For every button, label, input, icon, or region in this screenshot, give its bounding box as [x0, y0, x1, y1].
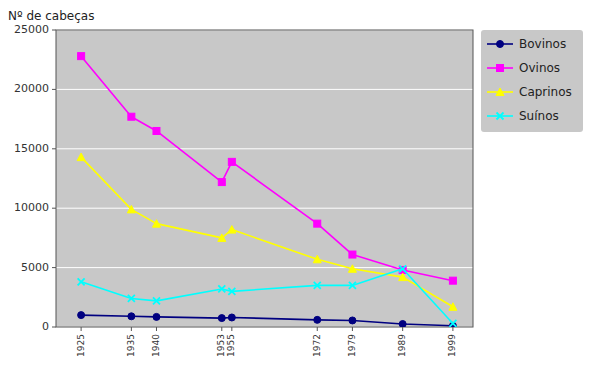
grid-line [56, 148, 473, 149]
legend-marker [497, 65, 504, 72]
series [77, 153, 457, 310]
legend-label: Ovinos [519, 61, 560, 75]
series-line [81, 269, 453, 324]
point [349, 251, 356, 258]
x-tick [402, 327, 403, 331]
point [228, 314, 235, 321]
x-tick [81, 327, 82, 331]
legend-background [481, 30, 583, 132]
point [314, 220, 321, 227]
point [78, 53, 85, 60]
point [128, 295, 135, 302]
x-tick-label: 1989 [397, 334, 407, 357]
x-tick [317, 327, 318, 331]
point [228, 288, 235, 295]
point [449, 320, 456, 327]
legend-label: Bovinos [519, 37, 566, 51]
x-tick-label: 1953 [216, 334, 226, 357]
y-tick [52, 208, 56, 209]
y-tick-label: 0 [42, 320, 49, 333]
page: {"chart_data": {"type": "line", "y_label… [0, 0, 591, 367]
x-tick [452, 327, 453, 331]
y-tick [52, 30, 56, 31]
y-tick [52, 89, 56, 90]
y-tick-label: 10000 [14, 201, 49, 214]
y-axis: 0 5000 10000 15000 20000 25000 [14, 23, 473, 333]
grid-line [56, 89, 473, 90]
series [78, 53, 457, 285]
x-tick-label: 1940 [151, 334, 161, 357]
point [127, 205, 135, 213]
chart-svg: 0 5000 10000 15000 20000 25000 1925 1935 1940 195… [0, 0, 591, 367]
y-tick-label: 5000 [21, 261, 49, 274]
y-tick-label: 25000 [14, 23, 49, 36]
plot-frame [56, 30, 473, 327]
x-tick [156, 327, 157, 331]
point [313, 255, 321, 263]
point [218, 234, 226, 242]
series-line [81, 56, 453, 281]
y-tick-label: 20000 [14, 82, 49, 95]
legend-label: Suínos [519, 109, 559, 123]
point [399, 321, 406, 327]
y-tick-label: 15000 [14, 142, 49, 155]
point [228, 226, 236, 234]
point [314, 282, 321, 289]
point [128, 113, 135, 120]
chart-container: 0 5000 10000 15000 20000 25000 1925 1935 1940 195… [0, 0, 591, 367]
y-tick [52, 267, 56, 268]
x-tick [221, 327, 222, 331]
x-tick [231, 327, 232, 331]
x-tick-label: 1972 [312, 334, 322, 357]
point [77, 153, 85, 161]
x-tick-label: 1925 [76, 334, 86, 357]
series [78, 312, 457, 327]
legend-marker [497, 113, 504, 120]
legend-label: Caprinos [519, 85, 572, 99]
point [228, 158, 235, 165]
series-line [81, 157, 453, 307]
point [218, 285, 225, 292]
point [349, 282, 356, 289]
x-tick-label: 1979 [347, 334, 357, 357]
point [78, 312, 85, 319]
point [349, 317, 356, 324]
plot-background [56, 30, 473, 327]
series-line [81, 315, 453, 326]
y-axis-label: Nº de cabeças [8, 9, 94, 23]
data-group [77, 53, 457, 327]
legend-marker [496, 88, 504, 96]
point [314, 316, 321, 323]
x-tick-label: 1935 [126, 334, 136, 357]
point [218, 179, 225, 186]
point [399, 265, 406, 272]
y-tick [52, 148, 56, 149]
x-tick [352, 327, 353, 331]
grid-line [56, 267, 473, 268]
point [218, 315, 225, 322]
x-axis: 1925 1935 1940 19531955 1972 1979 1989 1999 [76, 327, 458, 357]
point [449, 303, 457, 311]
point [153, 127, 160, 134]
point [153, 313, 160, 320]
legend: Bovinos Ovinos Caprinos Suínos [481, 30, 583, 132]
point [152, 220, 160, 228]
x-tick [131, 327, 132, 331]
legend-marker [497, 41, 504, 48]
grid-line [56, 208, 473, 209]
point [449, 277, 456, 284]
point [78, 278, 85, 285]
point [399, 273, 407, 281]
x-tick-label: 1955 [226, 334, 236, 357]
point [128, 313, 135, 320]
point [348, 265, 356, 273]
y-tick [52, 327, 56, 328]
x-tick-label: 1999 [447, 334, 457, 357]
point [153, 297, 160, 304]
series [78, 265, 457, 327]
